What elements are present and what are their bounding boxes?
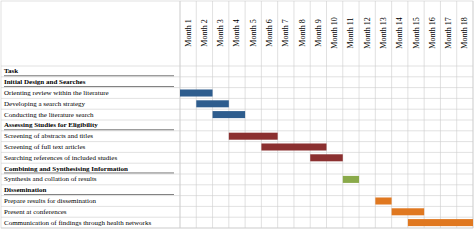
grid-line-horizontal [1, 217, 473, 218]
grid-line-vertical [359, 1, 360, 228]
month-label: Month 13 [379, 17, 388, 48]
month-labels: Month 1 Month 2 Month 3 Month 4 Month 5 Month… [184, 17, 470, 48]
grid-line-horizontal [1, 206, 473, 207]
grid-line-vertical [310, 1, 311, 228]
grid-line-vertical [424, 1, 425, 228]
section-underline [4, 75, 174, 76]
label-divider [180, 1, 181, 228]
task-label: Developing a search strategy [4, 100, 86, 108]
grid-line-vertical [196, 1, 197, 228]
month-label: Month 5 [249, 19, 258, 46]
grid-line-horizontal [1, 76, 473, 77]
grid-line-horizontal [1, 87, 473, 88]
task-bar [213, 111, 246, 118]
grid [1, 1, 473, 228]
task-bar [261, 143, 326, 150]
month-label: Month 1 [184, 19, 193, 46]
section-underline [4, 172, 174, 173]
month-label: Month 3 [216, 19, 225, 46]
section-label: Initial Design and Searches [4, 78, 86, 86]
task-label: Screening of abstracts and titles [4, 132, 93, 140]
grid-line-horizontal [1, 109, 473, 110]
month-label: Month 10 [330, 17, 339, 48]
grid-line-horizontal [1, 195, 473, 196]
month-label: Month 14 [395, 17, 404, 48]
task-label: Searching references of included studies [4, 154, 117, 162]
month-label: Month 6 [265, 19, 274, 46]
grid-line-horizontal [1, 120, 473, 121]
frame [1, 1, 473, 228]
grid-line-vertical [456, 1, 457, 228]
month-label: Month 11 [346, 17, 355, 48]
task-label: Orienting review within the literature [4, 89, 109, 97]
task-bar [196, 100, 229, 107]
task-bar [392, 208, 425, 215]
grid-line-vertical [407, 1, 408, 228]
section-underline [4, 194, 174, 195]
month-label: Month 15 [412, 17, 421, 48]
section-label: Combining and Synthesising Information [4, 165, 128, 173]
task-label: Screening of full text articles [4, 143, 86, 151]
grid-line-horizontal [1, 174, 473, 175]
month-label: Month 12 [363, 17, 372, 48]
bars [180, 89, 473, 226]
grid-line-horizontal [1, 163, 473, 164]
grid-line-vertical [391, 1, 392, 228]
task-label: Conducting the literature search [4, 111, 94, 119]
month-label: Month 4 [232, 19, 241, 46]
gantt-chart: Month 1 Month 2 Month 3 Month 4 Month 5 Month… [0, 0, 474, 229]
grid-line-horizontal [1, 66, 473, 67]
section-underline [4, 129, 174, 130]
grid-line-vertical [342, 1, 343, 228]
grid-line-horizontal [1, 130, 473, 131]
task-label: Synthesis and collation of results [4, 175, 97, 183]
task-bar [408, 219, 473, 226]
task-labels: Task Initial Design and Searches Orienting… [4, 67, 174, 226]
month-label: Month 9 [314, 19, 323, 46]
section-label: Assessing Studies for Eligibility [4, 121, 98, 129]
task-bar [375, 197, 391, 204]
task-label: Communication of findings through health… [4, 219, 151, 227]
section-label: Dissemination [4, 186, 47, 194]
month-label: Month 16 [428, 17, 437, 48]
task-bar [343, 176, 359, 183]
grid-line-vertical [180, 1, 181, 228]
grid-line-vertical [375, 1, 376, 228]
grid-line-vertical [261, 1, 262, 228]
grid-line-horizontal [1, 141, 473, 142]
grid-line-vertical [277, 1, 278, 228]
grid-line-vertical [293, 1, 294, 228]
grid-line-vertical [326, 1, 327, 228]
section-label: Task [4, 67, 18, 75]
task-label: Prepare results for dissemination [4, 197, 96, 205]
grid-line-horizontal [1, 184, 473, 185]
grid-line-vertical [440, 1, 441, 228]
month-label: Month 18 [460, 17, 469, 48]
task-label: Present at conferences [4, 208, 67, 216]
month-label: Month 8 [298, 19, 307, 46]
grid-line-horizontal [1, 98, 473, 99]
task-bar [310, 154, 343, 161]
month-label: Month 2 [200, 19, 209, 46]
task-bar [229, 133, 278, 140]
section-underline [4, 86, 174, 87]
task-bar [180, 89, 213, 96]
month-label: Month 17 [444, 17, 453, 48]
grid-line-horizontal [1, 152, 473, 153]
month-label: Month 7 [281, 19, 290, 46]
